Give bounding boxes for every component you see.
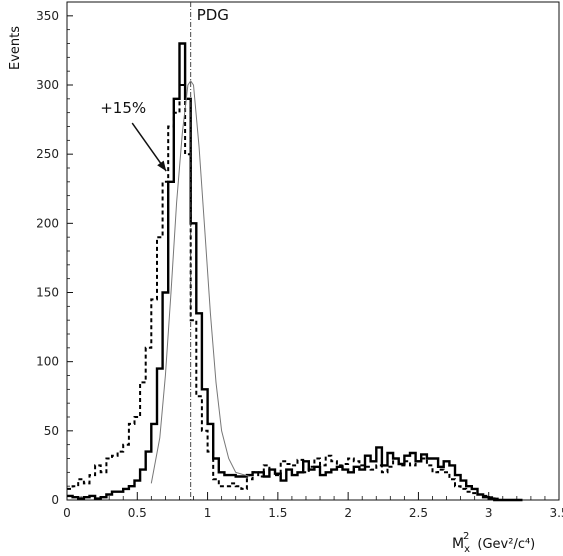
- series-layer: [67, 42, 523, 502]
- series-solid-histogram: [67, 42, 523, 502]
- x-tick-label-1.5: 1.5: [268, 506, 287, 520]
- y-tick-label-200: 200: [36, 216, 59, 230]
- series-dashed-histogram: [67, 84, 523, 501]
- series-fit-curve: [150, 80, 250, 484]
- y-tick-label-0: 0: [51, 493, 59, 507]
- y-tick-label-250: 250: [36, 147, 59, 161]
- plus15-arrowhead: [157, 160, 167, 172]
- x-tick-label-2.5: 2.5: [409, 506, 428, 520]
- plus15-annotation: +15%: [100, 99, 146, 117]
- y-tick-label-350: 350: [36, 9, 59, 23]
- y-axis-ticks: 0 50 100 150 200 250 300 350: [36, 9, 73, 507]
- x-tick-label-0: 0: [63, 506, 71, 520]
- y-tick-label-100: 100: [36, 355, 59, 369]
- y-tick-label-50: 50: [44, 424, 59, 438]
- y-tick-label-300: 300: [36, 78, 59, 92]
- x-tick-label-0.5: 0.5: [128, 506, 147, 520]
- y-axis-label: Events: [8, 26, 23, 70]
- pdg-annotation: PDG: [197, 6, 229, 24]
- x-tick-label-3: 3: [485, 506, 493, 520]
- x-axis-label-sub: x: [464, 544, 470, 555]
- x-tick-label-1: 1: [204, 506, 212, 520]
- x-tick-label-3.5: 3.5: [549, 506, 563, 520]
- y-tick-label-150: 150: [36, 286, 59, 300]
- x-axis-label-sup: 2: [463, 531, 469, 542]
- plot-frame: [66, 1, 560, 501]
- x-tick-label-2: 2: [344, 506, 352, 520]
- x-axis-label: Mx 2 (Gev²/c⁴): [452, 531, 535, 555]
- x-axis-label-unit: (Gev²/c⁴): [477, 537, 535, 552]
- x-axis-label-base: M: [452, 536, 464, 552]
